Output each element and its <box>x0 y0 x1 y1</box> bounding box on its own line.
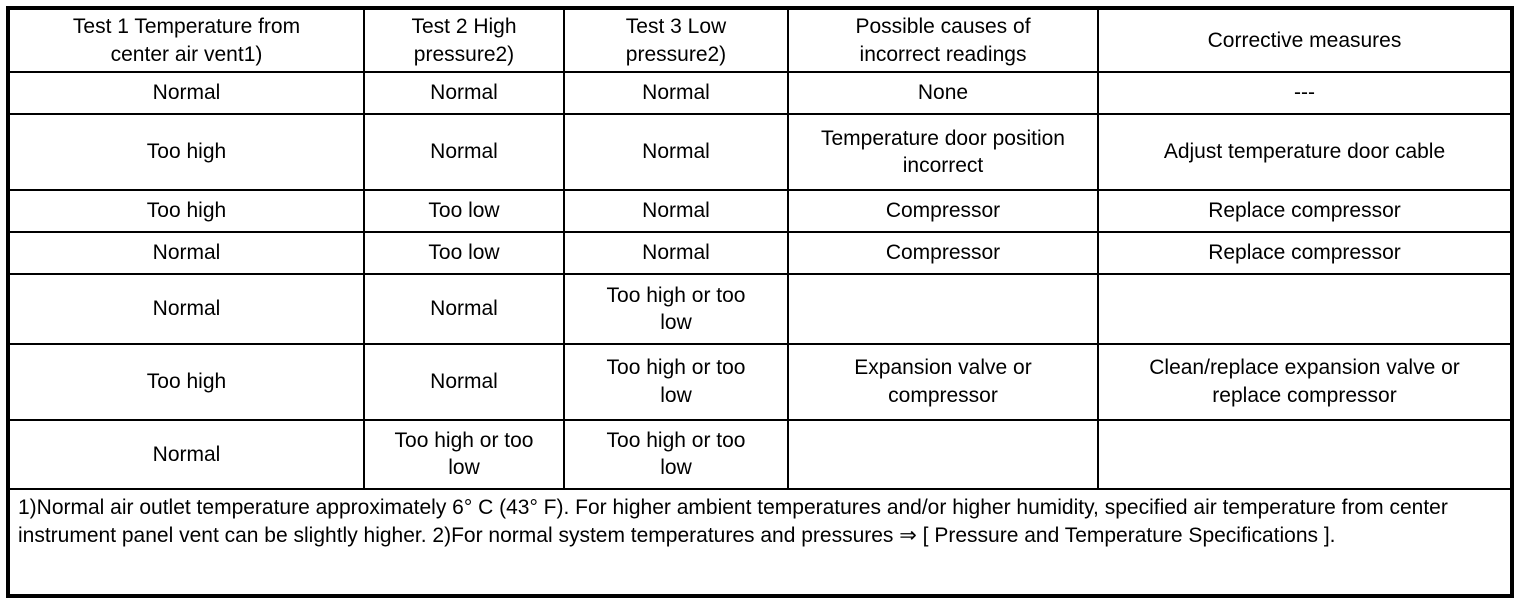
cell-text: --- <box>1294 81 1315 105</box>
table-cell: Too low <box>363 188 565 233</box>
cell-text: None <box>917 81 969 105</box>
cell-text: Normal <box>430 140 498 164</box>
table-row: Too high Normal Normal Temperature door … <box>7 113 1513 191</box>
table-cell: Normal <box>7 70 365 116</box>
header-text: Possible causes of incorrect readings <box>855 15 1031 66</box>
cell-text: Normal <box>430 369 498 393</box>
cell-text: Too high or too low <box>606 356 746 407</box>
header-text: Test 1 Temperature from center air vent1… <box>72 15 301 66</box>
table-cell <box>1097 272 1513 345</box>
header-text: Test 3 Low pressure2) <box>625 15 727 66</box>
header-cell-test1: Test 1 Temperature from center air vent1… <box>7 7 365 73</box>
cell-text: Normal <box>152 442 221 466</box>
cell-text: Normal <box>642 199 710 223</box>
cell-text: Normal <box>152 81 221 105</box>
table-cell: Adjust temperature door cable <box>1097 113 1513 191</box>
cell-text: Too high or too low <box>606 283 746 334</box>
table-cell: Expansion valve or compressor <box>787 342 1099 421</box>
cell-text: Too high <box>146 140 227 164</box>
cell-text: Too high <box>146 199 227 223</box>
table-cell: Normal <box>363 342 565 421</box>
table-row: Too high Too low Normal Compressor Repla… <box>7 188 1513 233</box>
table-row: Normal Normal Too high or too low <box>7 272 1513 345</box>
table-row: Too high Normal Too high or too low Expa… <box>7 342 1513 421</box>
header-cell-test3: Test 3 Low pressure2) <box>563 7 789 73</box>
table-cell: Too high <box>7 113 365 191</box>
ac-troubleshooting-table: Test 1 Temperature from center air vent1… <box>6 6 1514 598</box>
table-cell: Clean/replace expansion valve or replace… <box>1097 342 1513 421</box>
table-cell: Too high or too low <box>563 342 789 421</box>
cell-text: Normal <box>152 297 221 321</box>
table-cell: Too low <box>363 230 565 275</box>
table-cell: Normal <box>363 272 565 345</box>
header-text: Test 2 High pressure2) <box>411 15 517 66</box>
cell-text: Too high or too low <box>394 429 534 480</box>
header-text: Corrective measures <box>1207 28 1402 52</box>
footnote-text: 1)Normal air outlet temperature approxim… <box>18 496 1448 547</box>
table-cell: Normal <box>363 113 565 191</box>
table-row: Normal Too low Normal Compressor Replace… <box>7 230 1513 275</box>
table-cell: Replace compressor <box>1097 230 1513 275</box>
footnote-row: 1)Normal air outlet temperature approxim… <box>7 488 1513 597</box>
table-cell: --- <box>1097 70 1513 116</box>
cell-text: Normal <box>430 81 498 105</box>
table-cell: Normal <box>563 70 789 116</box>
table-cell: Temperature door position incorrect <box>787 113 1099 191</box>
footnote-cell: 1)Normal air outlet temperature approxim… <box>7 488 1513 597</box>
cell-text: Replace compressor <box>1208 199 1401 223</box>
header-cell-test2: Test 2 High pressure2) <box>363 7 565 73</box>
table-cell: Too high or too low <box>563 418 789 491</box>
cell-text: Too low <box>428 241 500 265</box>
table-cell: Too high <box>7 188 365 233</box>
table-cell: None <box>787 70 1099 116</box>
cell-text: Clean/replace expansion valve or replace… <box>1149 356 1460 407</box>
cell-text: Normal <box>152 241 221 265</box>
table-cell: Too high <box>7 342 365 421</box>
cell-text: Too low <box>428 199 500 223</box>
header-cell-measures: Corrective measures <box>1097 7 1513 73</box>
table-row: Normal Normal Normal None --- <box>7 70 1513 116</box>
cell-text: Temperature door position incorrect <box>821 126 1065 177</box>
header-row: Test 1 Temperature from center air vent1… <box>7 7 1513 73</box>
cell-text: Replace compressor <box>1208 241 1401 265</box>
table-cell: Normal <box>563 113 789 191</box>
table-cell: Normal <box>563 230 789 275</box>
cell-text: Normal <box>430 297 498 321</box>
table-cell: Normal <box>7 272 365 345</box>
cell-text: Too high <box>146 369 227 393</box>
table-cell: Compressor <box>787 230 1099 275</box>
cell-text: Compressor <box>885 241 1001 265</box>
table-cell <box>787 418 1099 491</box>
table-cell: Normal <box>563 188 789 233</box>
table-cell: Normal <box>7 230 365 275</box>
table-cell: Replace compressor <box>1097 188 1513 233</box>
table-cell: Too high or too low <box>363 418 565 491</box>
table-cell: Normal <box>363 70 565 116</box>
table-cell: Too high or too low <box>563 272 789 345</box>
header-cell-causes: Possible causes of incorrect readings <box>787 7 1099 73</box>
table-row: Normal Too high or too low Too high or t… <box>7 418 1513 491</box>
cell-text: Compressor <box>885 199 1001 223</box>
cell-text: Normal <box>642 81 710 105</box>
cell-text: Expansion valve or compressor <box>854 356 1032 407</box>
table-cell <box>1097 418 1513 491</box>
cell-text: Too high or too low <box>606 429 746 480</box>
table-cell <box>787 272 1099 345</box>
cell-text: Normal <box>642 241 710 265</box>
cell-text: Adjust temperature door cable <box>1163 140 1446 164</box>
table-cell: Compressor <box>787 188 1099 233</box>
cell-text: Normal <box>642 140 710 164</box>
table-cell: Normal <box>7 418 365 491</box>
